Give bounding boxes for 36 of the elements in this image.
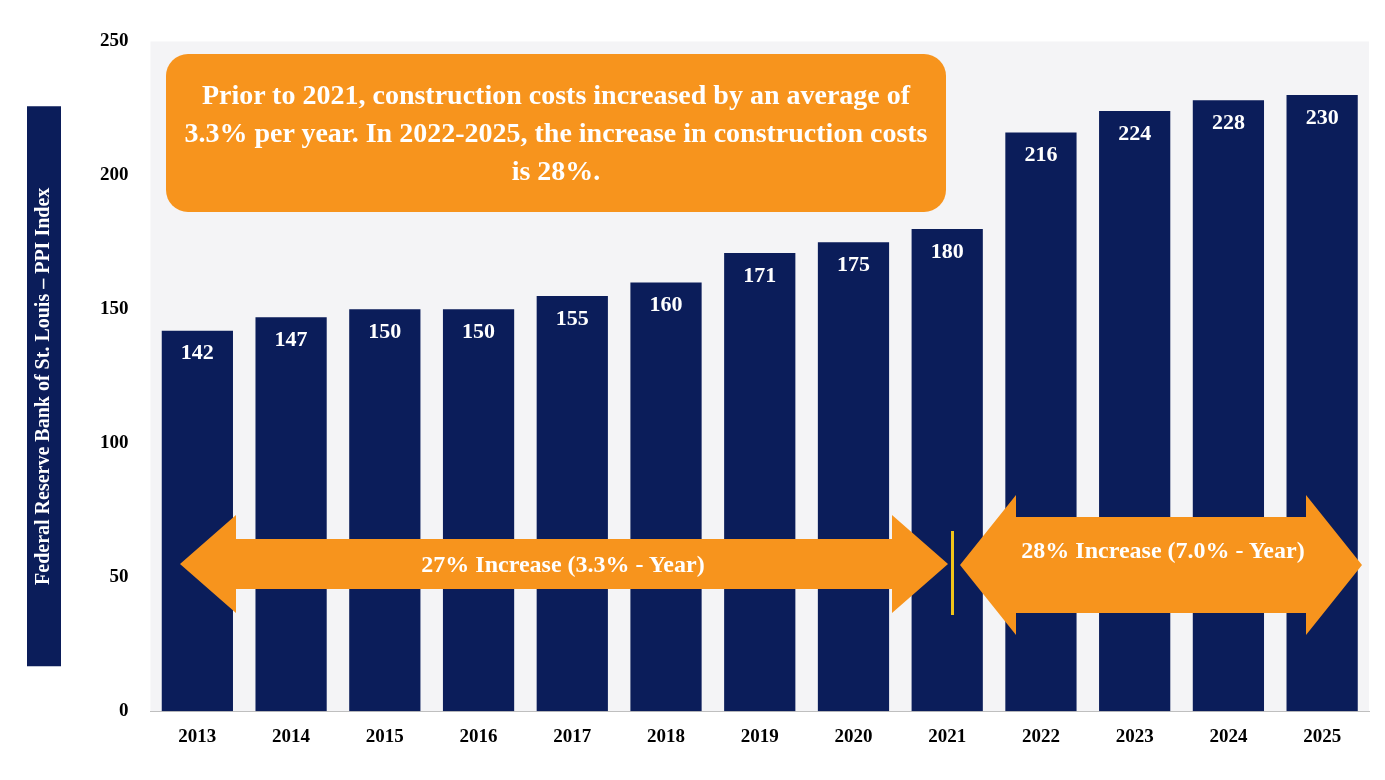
annotation: Prior to 2021, construction costs increased by an average of 3.3% per year. In 2022-2025, the increase in construction costs is 28%. [166, 54, 946, 212]
x-tick-label: 2018 [647, 724, 686, 746]
x-tick-label: 2016 [459, 724, 498, 746]
data-label: 230 [1305, 103, 1339, 129]
data-label: 224 [1118, 119, 1152, 145]
y-tick-label: 100 [100, 431, 129, 453]
y-tick-label: 150 [100, 297, 129, 319]
data-label: 228 [1211, 109, 1245, 135]
annotation: 28% Increase (7.0% - Year) [1020, 536, 1306, 565]
y-tick-label: 250 [100, 29, 129, 51]
x-tick-label: 2021 [928, 724, 967, 746]
x-tick-label: 2015 [365, 724, 404, 746]
data-label: 142 [180, 339, 214, 365]
data-label: 180 [930, 237, 964, 263]
y-tick-label: 0 [119, 699, 129, 721]
x-tick-label: 2024 [1209, 724, 1248, 746]
data-label: 155 [555, 304, 589, 330]
data-label: 171 [743, 261, 777, 287]
x-tick-label: 2013 [178, 724, 217, 746]
data-label: 216 [1024, 141, 1058, 167]
data-label: 150 [462, 318, 496, 344]
x-tick-label: 2014 [272, 724, 311, 746]
y-axis-title: Federal Reserve Bank of St. Louis – PPI Index [31, 187, 54, 585]
x-tick-label: 2025 [1303, 724, 1342, 746]
annotation: 27% Increase (3.3% - Year) [420, 550, 706, 579]
x-tick-label: 2017 [553, 724, 592, 746]
data-label: 150 [368, 318, 402, 344]
x-tick-label: 2023 [1115, 724, 1154, 746]
data-label: 147 [274, 326, 308, 352]
x-tick-label: 2019 [740, 724, 779, 746]
x-tick-label: 2022 [1021, 724, 1060, 746]
y-tick-label: 200 [100, 163, 129, 185]
data-label: 175 [836, 251, 870, 277]
data-label: 160 [649, 291, 683, 317]
x-tick-label: 2020 [834, 724, 873, 746]
y-tick-label: 50 [109, 565, 129, 587]
